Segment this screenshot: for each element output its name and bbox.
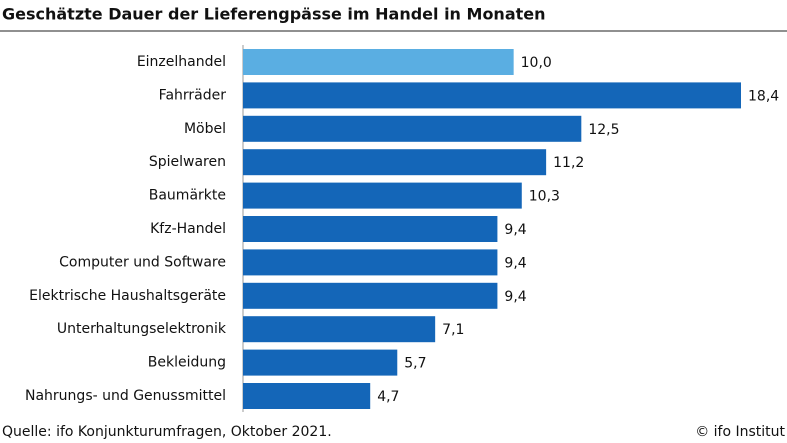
bar	[243, 216, 498, 242]
y-tick-label: Bekleidung	[148, 355, 226, 371]
y-tick-label: Elektrische Haushaltsgeräte	[29, 288, 226, 304]
data-label: 4,7	[377, 389, 399, 405]
bar	[243, 349, 398, 376]
y-tick-label: Fahrräder	[159, 87, 227, 103]
bar	[243, 383, 371, 409]
data-label: 7,1	[442, 322, 464, 338]
data-label: 9,4	[504, 289, 526, 305]
bar	[243, 282, 498, 309]
bar	[243, 82, 741, 109]
bar	[243, 249, 498, 276]
data-label: 5,7	[404, 356, 426, 372]
data-label: 9,4	[504, 222, 526, 238]
y-tick-label: Nahrungs- und Genussmittel	[25, 388, 226, 404]
y-tick-label: Unterhaltungselektronik	[57, 321, 227, 337]
y-tick-label: Kfz-Handel	[150, 221, 226, 237]
bar	[243, 115, 582, 142]
data-label: 18,4	[748, 88, 779, 104]
y-tick-label: Spielwaren	[149, 154, 226, 170]
data-label: 11,2	[553, 155, 584, 171]
bar	[243, 316, 436, 343]
y-tick-label: Einzelhandel	[137, 54, 226, 70]
bar	[243, 182, 522, 209]
copyright: © ifo Institut	[695, 424, 785, 440]
y-tick-label: Möbel	[184, 121, 226, 137]
bar	[243, 49, 514, 75]
y-tick-label: Baumärkte	[149, 188, 226, 204]
chart-title: Geschätzte Dauer der Lieferengpässe im H…	[2, 5, 546, 24]
data-label: 9,4	[504, 255, 526, 271]
bar	[243, 149, 547, 176]
data-label: 12,5	[588, 122, 619, 138]
data-label: 10,0	[521, 55, 552, 71]
data-label: 10,3	[529, 189, 560, 205]
y-tick-label: Computer und Software	[59, 254, 226, 270]
source: Quelle: ifo Konjunkturumfragen, Oktober …	[2, 424, 332, 440]
